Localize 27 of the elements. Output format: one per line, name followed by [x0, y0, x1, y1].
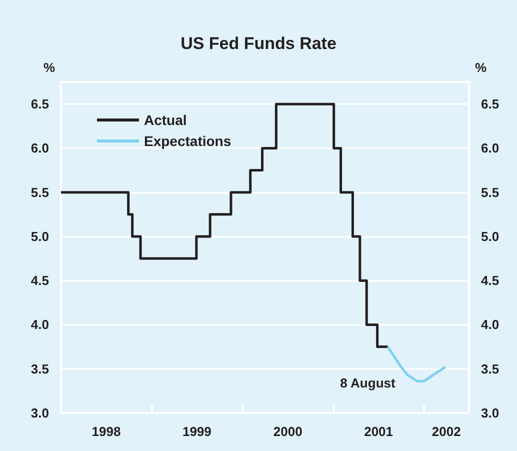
y2-tick-label: 3.0: [481, 406, 500, 420]
y-tick-label: 3.5: [30, 361, 49, 376]
y2-tick-label: 4.5: [481, 273, 500, 288]
y-axis-title: %: [43, 60, 56, 75]
y2-tick-label: 5.5: [481, 184, 500, 200]
y-tick-label: 3.0: [30, 406, 49, 420]
x-tick-label: 2001: [364, 424, 394, 439]
y-tick-label: 6.0: [30, 140, 49, 156]
legend-label: Expectations: [144, 133, 232, 149]
x-tick-label: 2002: [432, 424, 461, 439]
y2-tick-label: 5.0: [481, 228, 500, 244]
chart-title: US Fed Funds Rate: [180, 34, 336, 53]
y-tick-label: 5.0: [30, 228, 49, 244]
x-tick-label: 2000: [273, 424, 302, 439]
y2-axis-title: %: [475, 60, 487, 75]
legend-label: Actual: [144, 112, 187, 128]
y2-tick-label: 6.5: [481, 96, 500, 112]
x-tick-label: 1998: [92, 424, 121, 439]
y2-tick-label: 6.0: [481, 140, 500, 156]
y2-tick-label: 3.5: [481, 361, 500, 376]
y-tick-label: 4.5: [30, 273, 49, 288]
annotation: 8 August: [340, 375, 396, 390]
y2-tick-label: 4.0: [481, 317, 500, 332]
y-tick-label: 6.5: [30, 96, 49, 112]
y-tick-label: 5.5: [30, 184, 49, 200]
y-tick-label: 4.0: [30, 317, 49, 332]
x-tick-label: 1999: [182, 424, 212, 439]
